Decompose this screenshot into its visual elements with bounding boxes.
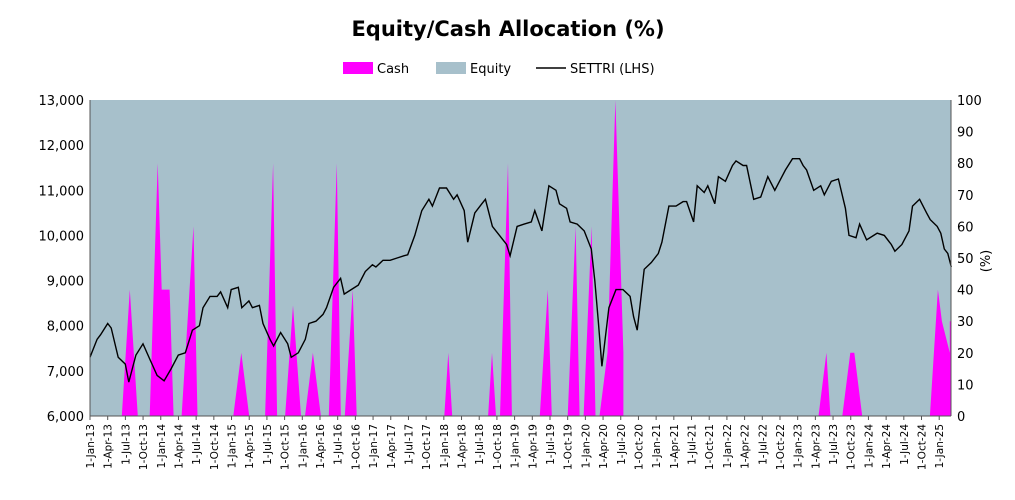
- x-tick-label: 1-Jul-21: [687, 424, 699, 465]
- x-tick-label: 1-Oct-23: [846, 424, 858, 470]
- x-tick-label: 1-Jul-14: [191, 424, 203, 465]
- x-tick-label: 1-Jan-20: [580, 424, 592, 468]
- x-tick-label: 1-Oct-22: [775, 424, 787, 470]
- x-tick-label: 1-Jul-24: [899, 424, 911, 465]
- right-axis-label: (%): [979, 250, 994, 273]
- left-tick-label: 9,000: [47, 275, 84, 290]
- x-tick-label: 1-Apr-18: [457, 424, 469, 469]
- legend-label-cash: Cash: [377, 62, 409, 77]
- x-tick-label: 1-Jan-23: [793, 424, 805, 468]
- right-tick-label: 10: [957, 378, 974, 393]
- settri-line: [89, 158, 952, 383]
- x-tick-label: 1-Apr-14: [173, 424, 185, 469]
- x-tick-label: 1-Apr-21: [669, 424, 681, 469]
- right-tick-label: 30: [957, 315, 974, 330]
- left-tick-label: 6,000: [47, 410, 84, 425]
- right-tick-label: 60: [957, 220, 974, 235]
- x-axis-ticks: 1-Jan-13 1-Apr-13 1-Jul-13 1-Oct-13 1-Jan-14…: [85, 416, 946, 470]
- x-tick-label: 1-Jul-13: [120, 424, 132, 465]
- right-tick-label: 70: [957, 189, 974, 204]
- x-tick-label: 1-Jan-14: [156, 424, 168, 469]
- x-tick-label: 1-Oct-21: [704, 424, 716, 470]
- x-tick-label: 1-Oct-15: [280, 424, 292, 470]
- x-tick-label: 1-Oct-18: [492, 424, 504, 470]
- legend-swatch-cash: [343, 62, 373, 74]
- x-tick-label: 1-Jan-21: [651, 424, 663, 468]
- x-tick-label: 1-Jul-20: [616, 424, 628, 465]
- right-axis-ticks: 0 10 20 30 40 50 60 70 80 90 100: [957, 94, 982, 425]
- left-tick-label: 11,000: [39, 184, 85, 199]
- x-tick-label: 1-Oct-13: [138, 424, 150, 470]
- left-tick-label: 8,000: [47, 320, 84, 335]
- legend-label-settri: SETTRI (LHS): [570, 62, 655, 77]
- right-tick-label: 0: [957, 410, 965, 425]
- equity-area: [90, 100, 951, 416]
- x-tick-label: 1-Jan-25: [934, 424, 946, 468]
- right-tick-label: 90: [957, 126, 974, 141]
- x-tick-label: 1-Oct-20: [633, 424, 645, 470]
- right-tick-label: 20: [957, 347, 974, 362]
- x-tick-label: 1-Apr-17: [386, 424, 398, 469]
- x-tick-label: 1-Jul-18: [474, 424, 486, 465]
- x-tick-label: 1-Apr-16: [315, 424, 327, 469]
- x-tick-label: 1-Apr-20: [598, 424, 610, 469]
- x-tick-label: 1-Jul-23: [828, 424, 840, 465]
- x-tick-label: 1-Apr-23: [810, 424, 822, 469]
- x-tick-label: 1-Jan-19: [510, 424, 522, 468]
- left-tick-label: 13,000: [39, 94, 85, 109]
- x-tick-label: 1-Apr-22: [740, 424, 752, 469]
- x-tick-label: 1-Apr-15: [244, 424, 256, 469]
- left-tick-label: 10,000: [39, 229, 85, 244]
- right-tick-label: 80: [957, 157, 974, 172]
- x-tick-label: 1-Apr-24: [881, 424, 893, 469]
- chart-title: Equity/Cash Allocation (%): [351, 17, 664, 41]
- x-tick-label: 1-Apr-13: [103, 424, 115, 469]
- x-tick-label: 1-Jul-22: [757, 424, 769, 465]
- x-tick-label: 1-Oct-19: [563, 424, 575, 470]
- x-tick-label: 1-Oct-14: [209, 424, 221, 470]
- x-tick-label: 1-Jan-24: [863, 424, 875, 469]
- chart-legend: Cash Equity SETTRI (LHS): [343, 62, 655, 77]
- x-tick-label: 1-Jul-19: [545, 424, 557, 465]
- left-tick-label: 12,000: [39, 139, 85, 154]
- left-tick-label: 7,000: [47, 365, 84, 380]
- right-tick-label: 100: [957, 94, 982, 109]
- x-tick-label: 1-Jul-17: [403, 424, 415, 465]
- legend-swatch-equity: [436, 62, 466, 74]
- x-tick-label: 1-Jan-17: [368, 424, 380, 468]
- right-tick-label: 40: [957, 284, 974, 299]
- x-tick-label: 1-Jan-13: [85, 424, 97, 468]
- legend-label-equity: Equity: [470, 62, 511, 77]
- left-axis-ticks: 6,000 7,000 8,000 9,000 10,000 11,000 12,000 13…: [39, 94, 85, 425]
- x-tick-label: 1-Jan-15: [227, 424, 239, 468]
- x-tick-label: 1-Oct-16: [350, 424, 362, 470]
- x-tick-label: 1-Jul-15: [262, 424, 274, 465]
- right-tick-label: 50: [957, 252, 974, 267]
- x-tick-label: 1-Jan-18: [439, 424, 451, 468]
- x-tick-label: 1-Jan-22: [722, 424, 734, 468]
- x-tick-label: 1-Oct-17: [421, 424, 433, 470]
- x-tick-label: 1-Jul-16: [333, 424, 345, 465]
- x-tick-label: 1-Jan-16: [297, 424, 309, 469]
- x-tick-label: 1-Apr-19: [527, 424, 539, 469]
- x-tick-label: 1-Oct-24: [917, 424, 929, 470]
